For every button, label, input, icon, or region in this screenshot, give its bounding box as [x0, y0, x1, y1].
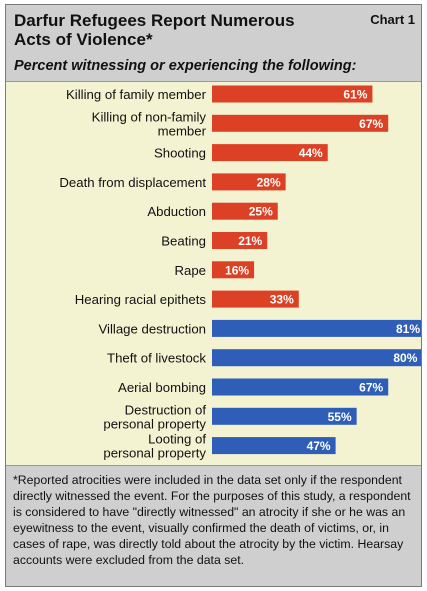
bar-row: Abduction 25%	[147, 202, 278, 220]
bar-row: Aerial bombing 67%	[118, 378, 389, 396]
bar	[212, 319, 421, 337]
value-label: 33%	[270, 293, 294, 307]
category-label: Theft of livestock	[107, 351, 206, 366]
chart-header: Darfur Refugees Report Numerous Acts of …	[6, 5, 421, 82]
bar	[212, 85, 373, 103]
value-label: 55%	[328, 410, 352, 424]
bar-row: Looting of personal property 47%	[103, 432, 336, 461]
value-label: 44%	[299, 146, 323, 160]
chart-frame: Darfur Refugees Report Numerous Acts of …	[5, 4, 422, 587]
chart-number-label: Chart 1	[370, 12, 415, 27]
chart-subtitle: Percent witnessing or experiencing the f…	[14, 58, 357, 74]
value-label: 47%	[307, 439, 331, 453]
value-label: 21%	[238, 234, 262, 248]
bar	[212, 437, 336, 455]
value-label: 61%	[343, 88, 367, 102]
bar	[212, 173, 286, 191]
bar	[212, 144, 328, 162]
plot-area: Killing of family member 61% Killing of no…	[6, 82, 421, 464]
category-label: Abduction	[147, 204, 206, 219]
value-label: 80%	[393, 351, 417, 365]
category-label: Death from displacement	[59, 175, 206, 190]
chart-title: Darfur Refugees Report Numerous Acts of …	[14, 11, 295, 49]
value-label: 67%	[359, 381, 383, 395]
bar-row: Hearing racial epithets 33%	[75, 290, 299, 308]
bar-row: Theft of livestock 80%	[107, 349, 421, 367]
category-label: Rape	[174, 263, 206, 278]
bar-row: Killing of family member 61%	[66, 85, 373, 103]
bar-row: Rape 16%	[174, 261, 255, 279]
bar	[212, 407, 357, 425]
bar	[212, 290, 299, 308]
category-label: Shooting	[154, 146, 206, 161]
bar-row: Beating 21%	[161, 232, 268, 249]
category-label: Looting of personal property	[103, 432, 206, 461]
bar-row: Shooting 44%	[154, 144, 328, 162]
bar-row: Killing of non-family member 67%	[92, 109, 389, 138]
value-label: 16%	[225, 263, 249, 277]
value-label: 81%	[396, 322, 420, 336]
value-label: 28%	[257, 175, 281, 189]
bar	[212, 202, 278, 220]
bar-chart: Killing of family member 61% Killing of no…	[59, 85, 421, 461]
category-label: Hearing racial epithets	[75, 292, 207, 307]
bar	[212, 349, 421, 367]
bar	[212, 261, 255, 279]
category-label: Village destruction	[98, 321, 206, 336]
category-label: Killing of non-family member	[92, 109, 207, 138]
bar	[212, 232, 268, 249]
value-label: 67%	[359, 117, 383, 131]
value-label: 25%	[249, 205, 273, 219]
bar	[212, 378, 389, 396]
bar-row: Village destruction 81%	[98, 319, 421, 337]
bar	[212, 114, 389, 132]
category-label: Aerial bombing	[118, 380, 206, 395]
bar-row: Destruction of personal property 55%	[103, 402, 357, 431]
bar-row: Death from displacement 28%	[59, 173, 286, 191]
category-label: Killing of family member	[66, 87, 207, 102]
category-label: Beating	[161, 234, 206, 249]
category-label: Destruction of personal property	[103, 402, 206, 431]
footnote: *Reported atrocities were included in th…	[6, 465, 421, 586]
